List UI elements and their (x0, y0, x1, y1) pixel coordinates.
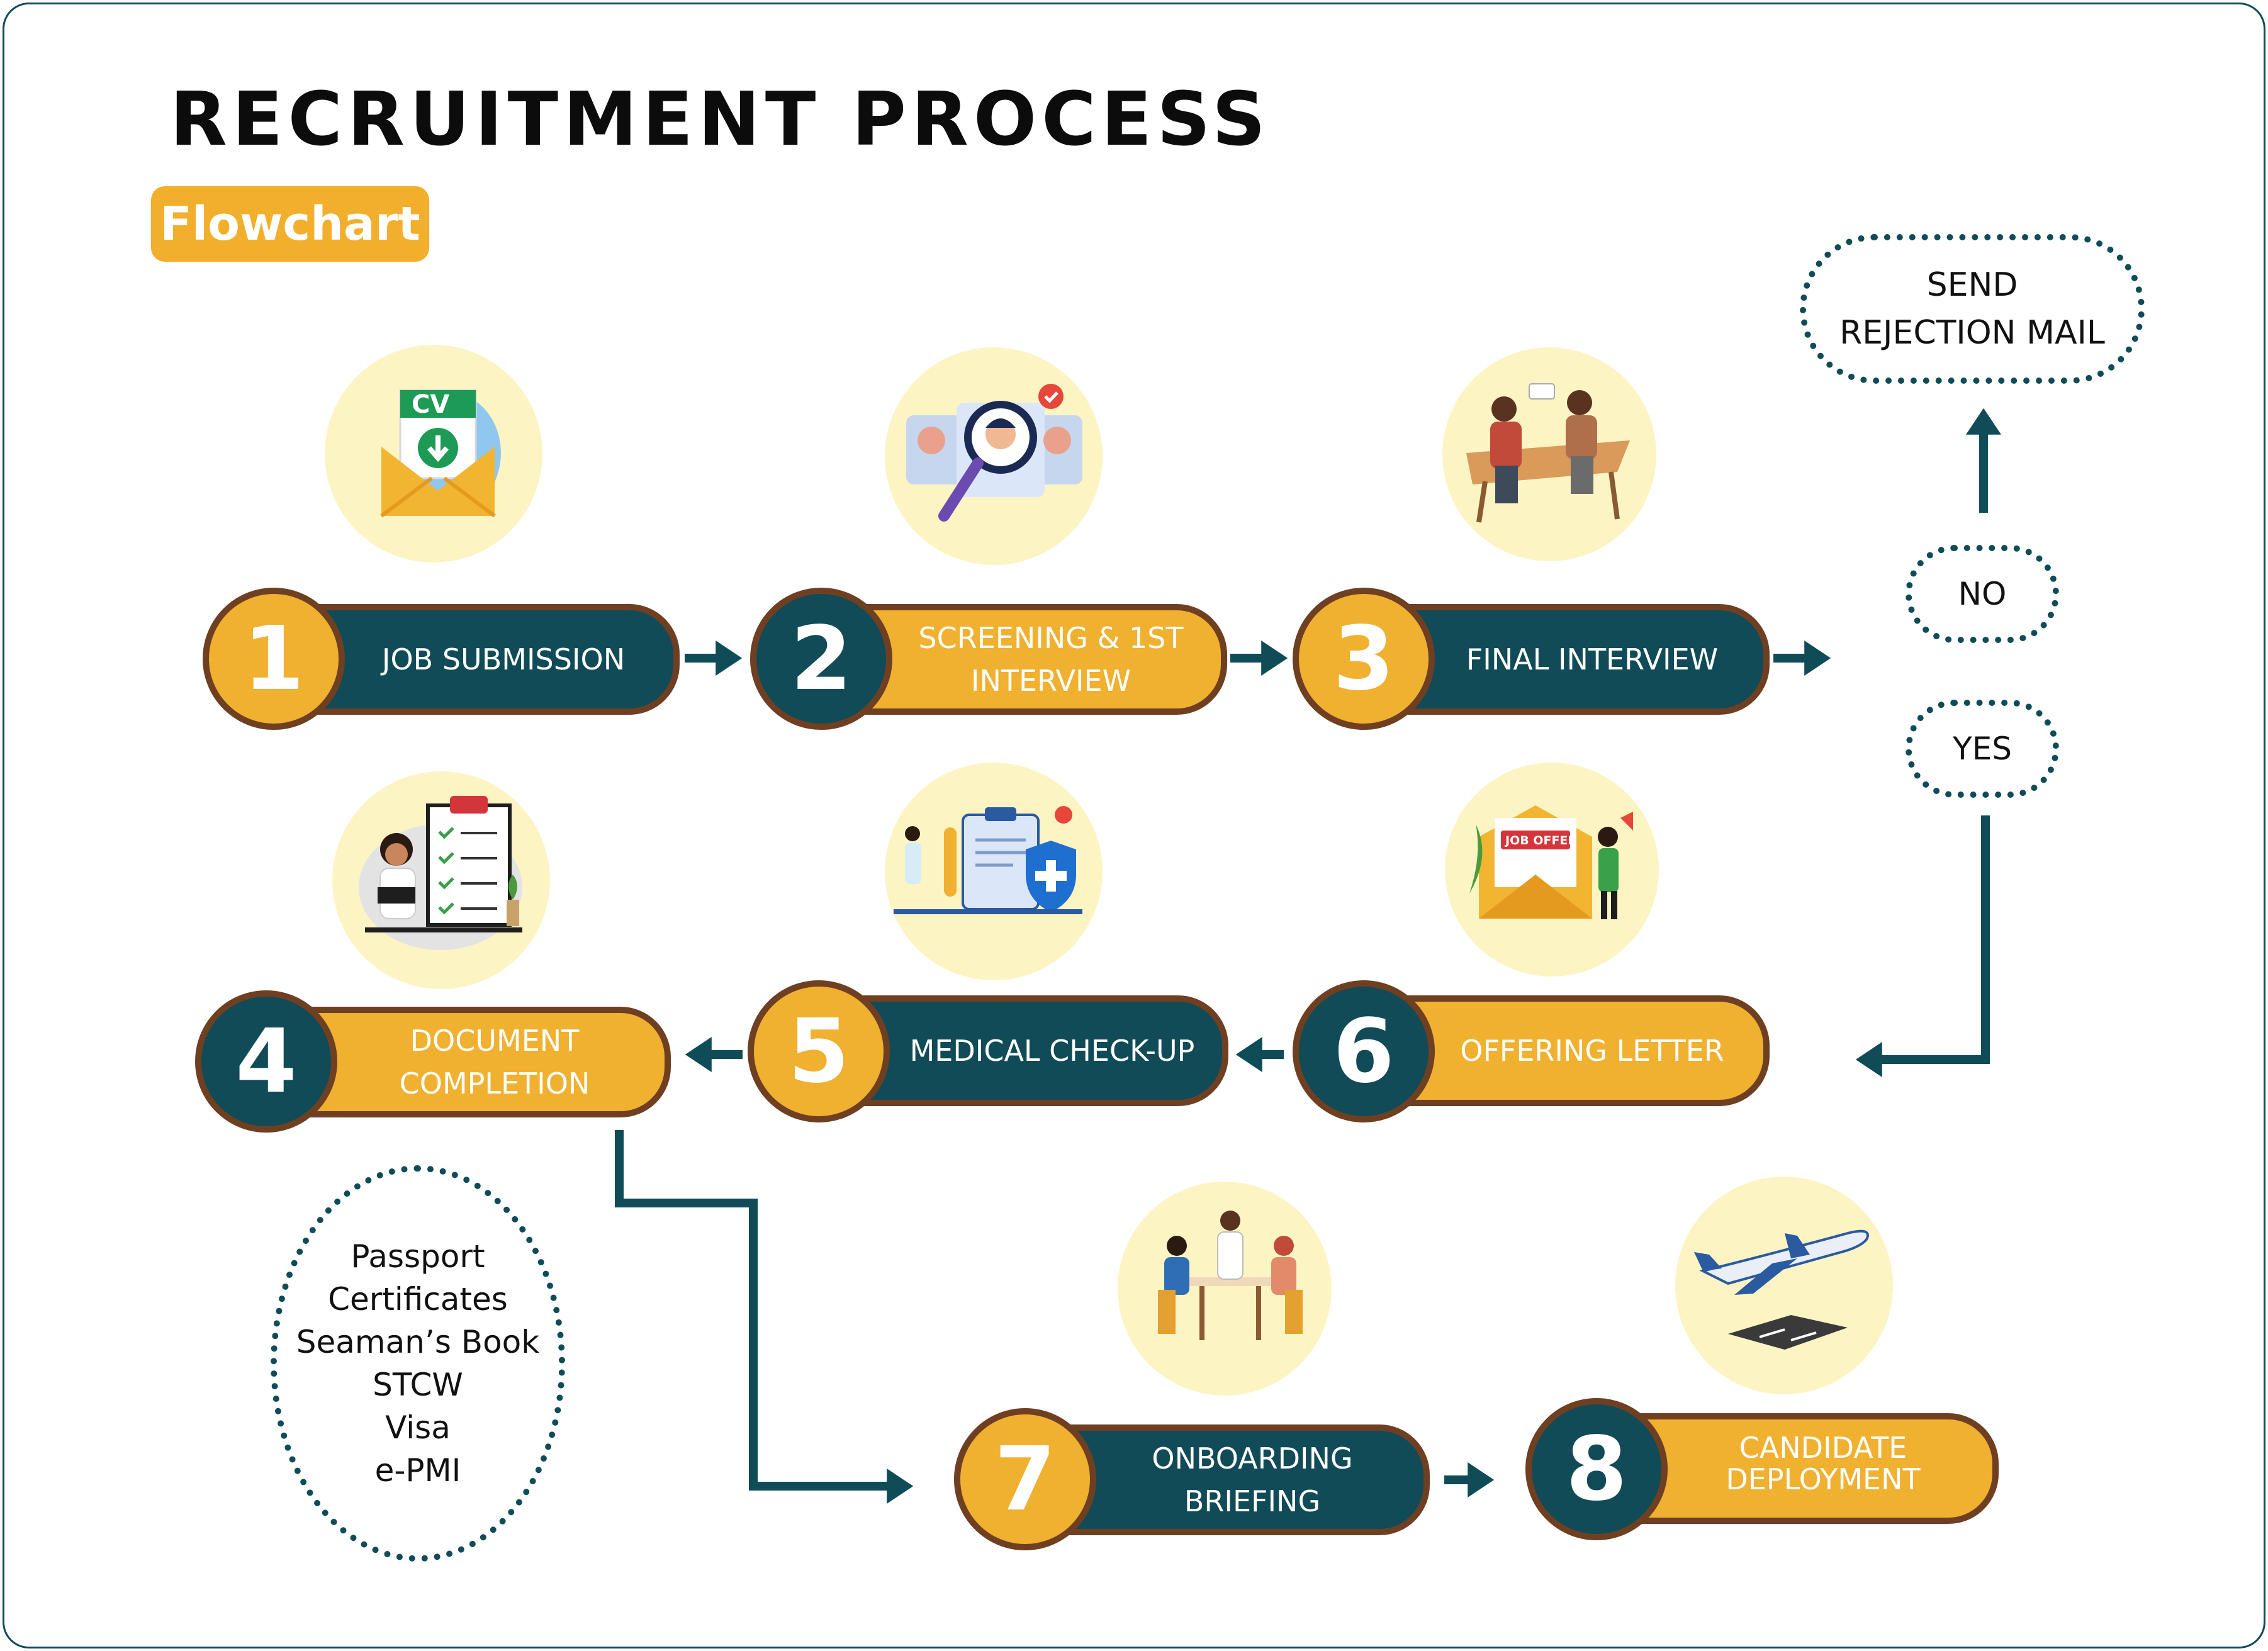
medical-shield-icon (894, 806, 1082, 914)
job-offer-envelope-icon: JOB OFFER (1469, 805, 1633, 919)
step-7-number: 7 (954, 1408, 1096, 1550)
airplane-runway-icon (1694, 1229, 1869, 1350)
flowchart-badge: Flowchart (151, 186, 429, 262)
step-6-label: OFFERING LETTER (1460, 1034, 1724, 1068)
step-4-label: DOCUMENT COMPLETION (399, 1024, 590, 1100)
cv-icon-text: CV (412, 390, 449, 419)
step-8-number: 8 (1525, 1398, 1668, 1540)
step-2-label: SCREENING & 1ST INTERVIEW (918, 621, 1184, 698)
screening-magnifier-icon (906, 384, 1082, 522)
step-5-label: MEDICAL CHECK-UP (909, 1034, 1195, 1068)
job-offer-icon-text: JOB OFFER (1504, 834, 1577, 848)
cv-envelope-icon: CV (380, 389, 501, 518)
step-3-label: FINAL INTERVIEW (1466, 642, 1719, 676)
step-6-number: 6 (1293, 980, 1435, 1122)
rejection-mail-node: SEND REJECTION MAIL (1800, 234, 2145, 384)
onboarding-team-icon (1158, 1211, 1303, 1340)
documents-list-node: Passport Certificates Seaman’s Book STCW… (271, 1165, 565, 1562)
document-checklist-icon (359, 796, 522, 950)
step-3-number: 3 (1293, 588, 1435, 730)
step-4-number: 4 (195, 990, 337, 1133)
step-5-number: 5 (748, 980, 890, 1122)
decision-no: NO (1906, 545, 2059, 643)
step-1-label: JOB SUBMISSION (381, 642, 626, 676)
bubble-8 (1675, 1177, 1893, 1394)
step-8-label: CANDIDATE DEPLOYMENT (1726, 1431, 1921, 1496)
step-2-number: 2 (750, 588, 892, 730)
page-title: RECRUITMENT PROCESS (170, 76, 1271, 162)
step-1-number: 1 (203, 588, 345, 730)
step-7-label: ONBOARDING BRIEFING (1152, 1441, 1353, 1518)
interview-meeting-icon (1466, 383, 1630, 523)
decision-yes: YES (1906, 700, 2059, 798)
arrow-4-to-7 (615, 1130, 914, 1504)
arrow-yes-to-6 (1855, 815, 1990, 1077)
